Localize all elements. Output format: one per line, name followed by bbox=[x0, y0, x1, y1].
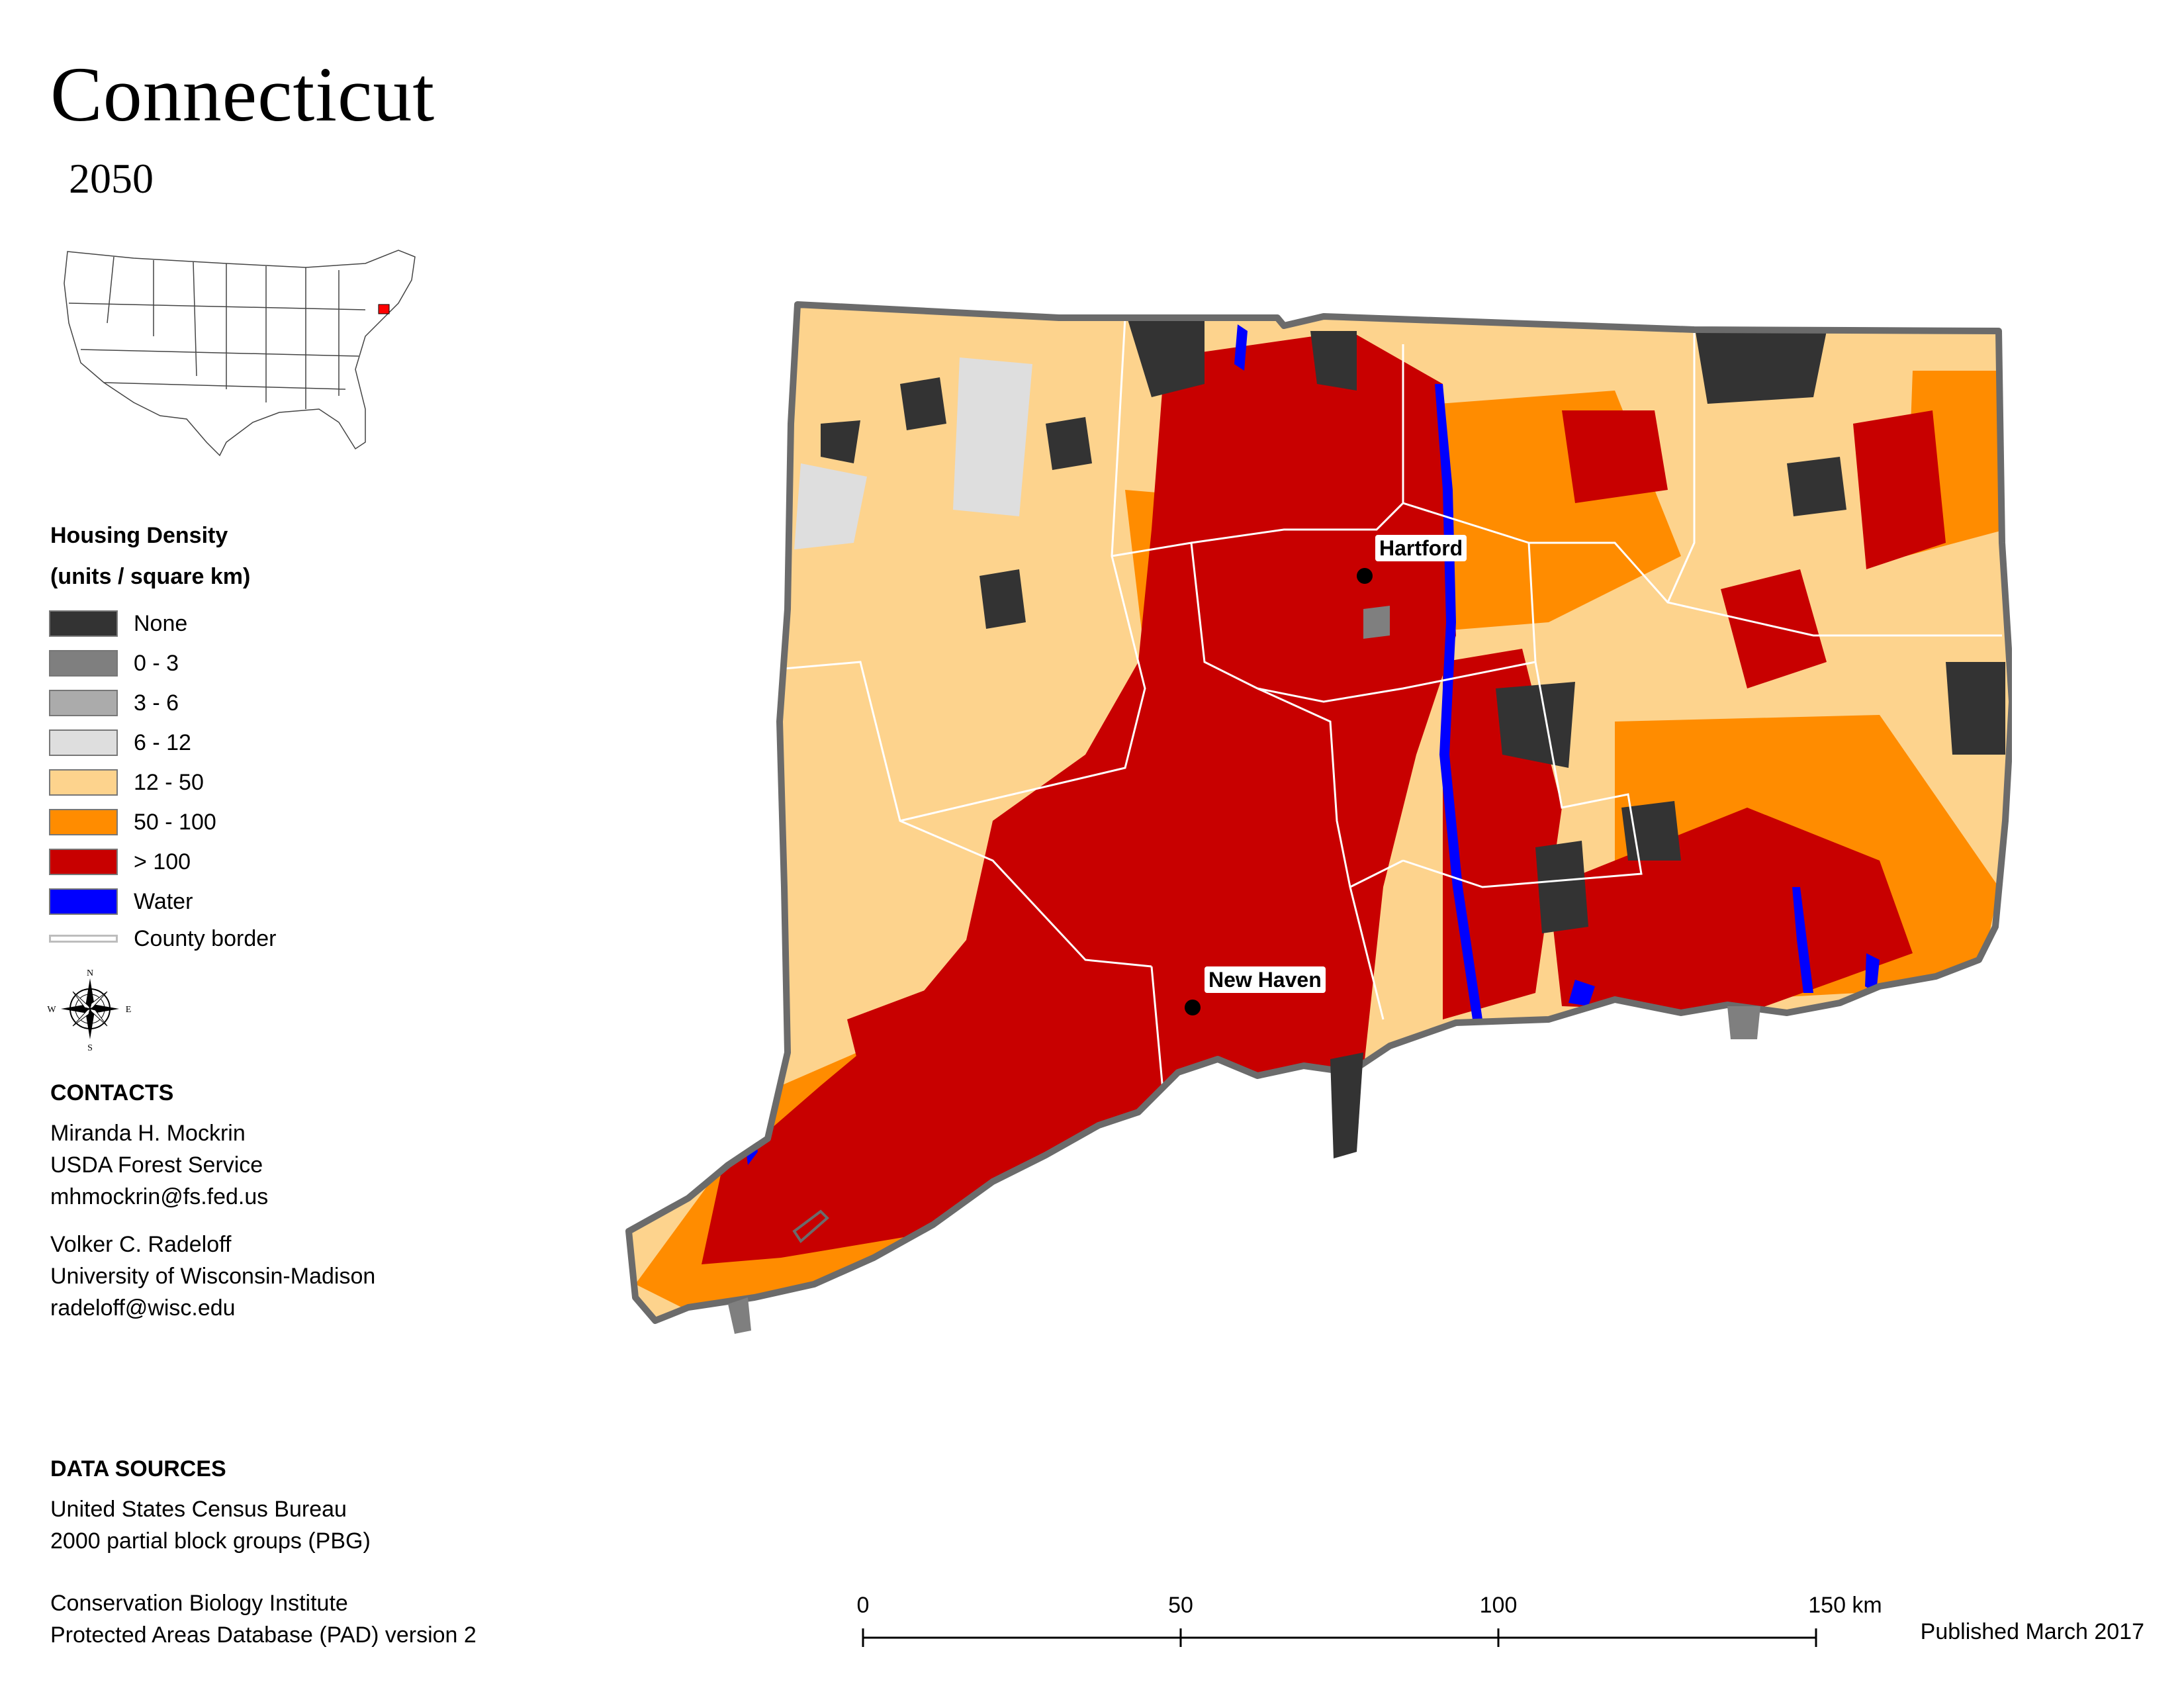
contact2-email: radeloff@wisc.edu bbox=[50, 1295, 236, 1321]
legend-swatch-county-border bbox=[49, 935, 118, 943]
legend-subtitle: (units / square km) bbox=[50, 564, 251, 589]
legend-item-0-3: 0 - 3 bbox=[49, 647, 179, 679]
source2-line1: Conservation Biology Institute bbox=[50, 1591, 348, 1616]
new-haven-marker bbox=[1185, 1000, 1201, 1015]
legend-swatch-50-100 bbox=[49, 809, 118, 835]
legend-item-12-50: 12 - 50 bbox=[49, 767, 204, 798]
legend-label: 6 - 12 bbox=[134, 729, 191, 755]
source2-line2: Protected Areas Database (PAD) version 2 bbox=[50, 1622, 477, 1648]
legend-label: County border bbox=[134, 925, 277, 951]
legend-label: 50 - 100 bbox=[134, 809, 216, 835]
legend-label: > 100 bbox=[134, 849, 191, 874]
legend-title: Housing Density bbox=[50, 523, 228, 548]
compass-s-label: S bbox=[87, 1043, 93, 1053]
us-locator-inset bbox=[64, 250, 416, 457]
legend-swatch-0-3 bbox=[49, 650, 118, 677]
legend-swatch-gt-100 bbox=[49, 849, 118, 875]
legend-swatch-water bbox=[49, 888, 118, 915]
source1-line1: United States Census Bureau bbox=[50, 1497, 347, 1522]
published-date: Published March 2017 bbox=[1920, 1619, 2144, 1644]
legend-item-50-100: 50 - 100 bbox=[49, 806, 216, 838]
scale-tick-label: 150 km bbox=[1808, 1593, 1882, 1618]
legend-swatch-3-6 bbox=[49, 690, 118, 716]
legend-label: 12 - 50 bbox=[134, 769, 204, 795]
legend-item-water: Water bbox=[49, 886, 193, 917]
contact2-org: University of Wisconsin-Madison bbox=[50, 1264, 376, 1289]
contacts-heading: CONTACTS bbox=[50, 1080, 174, 1105]
contact1-email: mhmockrin@fs.fed.us bbox=[50, 1184, 269, 1209]
source1-line2: 2000 partial block groups (PBG) bbox=[50, 1528, 371, 1554]
legend-item-none: None bbox=[49, 608, 187, 639]
legend-swatch-none bbox=[49, 610, 118, 637]
connecticut-map bbox=[625, 301, 2012, 1334]
scale-tick-label: 0 bbox=[856, 1593, 870, 1618]
contact2-name: Volker C. Radeloff bbox=[50, 1232, 232, 1257]
legend-swatch-6-12 bbox=[49, 729, 118, 756]
new-haven-label: New Haven bbox=[1205, 966, 1326, 993]
compass-n-label: N bbox=[87, 968, 93, 978]
legend-item-county-border: County border bbox=[49, 923, 276, 955]
legend-label: 0 - 3 bbox=[134, 650, 179, 676]
contact1-name: Miranda H. Mockrin bbox=[50, 1121, 246, 1146]
map-title: Connecticut bbox=[50, 51, 435, 138]
scale-tick-label: 100 bbox=[1479, 1593, 1518, 1618]
legend-item-gt-100: > 100 bbox=[49, 846, 191, 878]
map-year: 2050 bbox=[69, 155, 154, 202]
legend-label: None bbox=[134, 610, 188, 636]
legend-item-6-12: 6 - 12 bbox=[49, 727, 191, 759]
hartford-marker bbox=[1357, 568, 1373, 584]
legend-label: 3 - 6 bbox=[134, 690, 179, 716]
legend-swatch-12-50 bbox=[49, 769, 118, 796]
legend-label: Water bbox=[134, 888, 193, 914]
scale-tick-label: 50 bbox=[1168, 1593, 1193, 1618]
data-sources-heading: DATA SOURCES bbox=[50, 1456, 226, 1481]
legend-item-3-6: 3 - 6 bbox=[49, 687, 179, 719]
compass-rose-icon: N S E W bbox=[47, 968, 132, 1053]
compass-e-label: E bbox=[126, 1005, 132, 1015]
contact1-org: USDA Forest Service bbox=[50, 1152, 263, 1178]
compass-w-label: W bbox=[47, 1005, 56, 1015]
scale-bar bbox=[862, 1628, 1817, 1647]
hartford-label: Hartford bbox=[1375, 535, 1467, 561]
